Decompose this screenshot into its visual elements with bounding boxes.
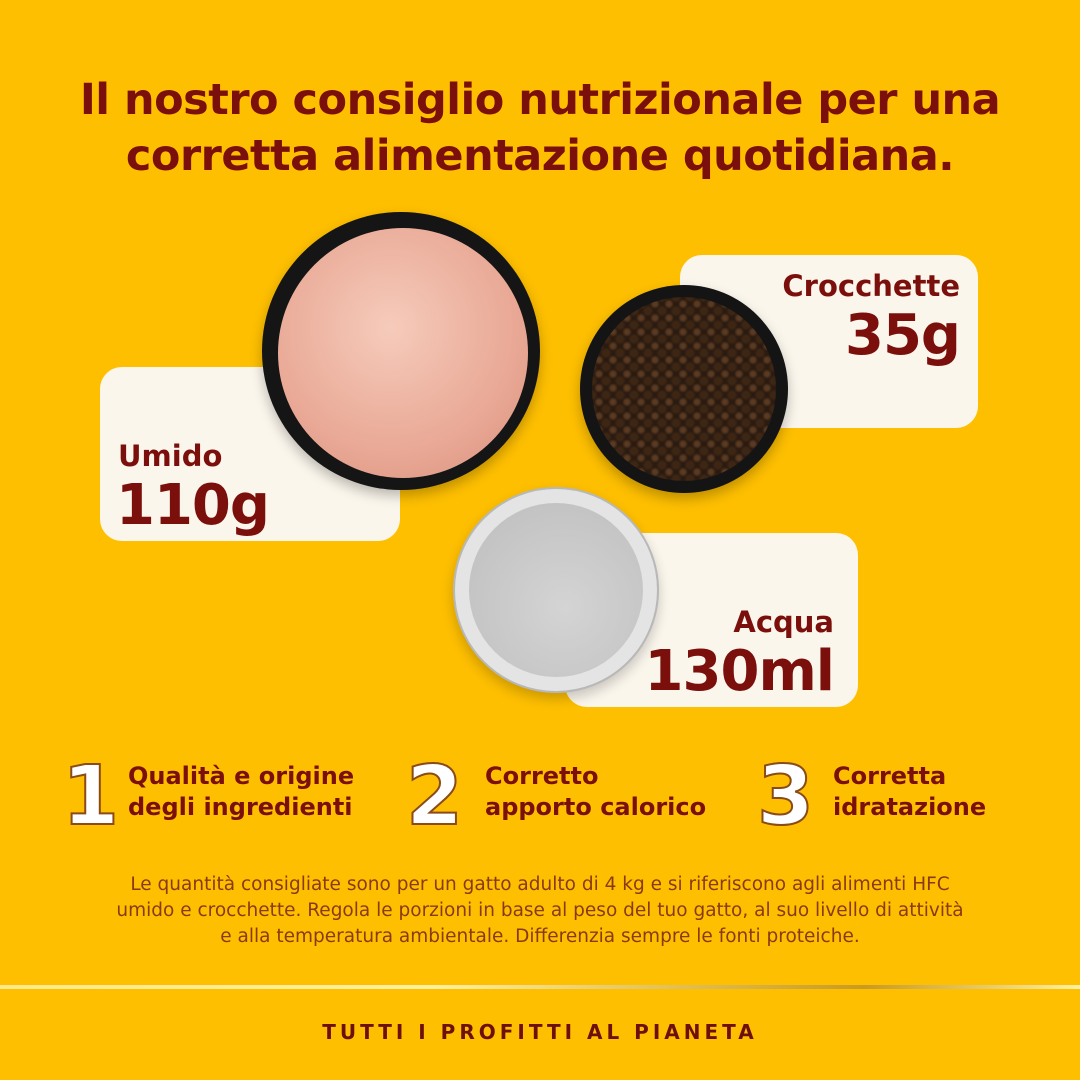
feature-3: Corretta idratazione bbox=[833, 761, 986, 823]
feature-1-line-2: degli ingredienti bbox=[128, 793, 353, 821]
crocchette-value: 35g bbox=[844, 303, 961, 368]
feature-1: Qualità e origine degli ingredienti bbox=[128, 761, 354, 823]
feature-2: Corretto apporto calorico bbox=[485, 761, 706, 823]
water bbox=[469, 503, 643, 677]
feature-3-line-1: Corretta bbox=[833, 762, 947, 790]
note-line-3: e alla temperatura ambientale. Differenz… bbox=[220, 926, 860, 947]
acqua-label: Acqua bbox=[733, 605, 834, 639]
footer-slogan: TUTTI I PROFITTI AL PIANETA bbox=[322, 1020, 758, 1044]
kibble-bowl-image bbox=[580, 285, 788, 493]
feature-1-line-1: Qualità e origine bbox=[128, 762, 355, 790]
umido-label: Umido bbox=[118, 439, 223, 473]
feature-2-line-2: apporto calorico bbox=[485, 793, 707, 821]
feature-number-1: 1 bbox=[61, 749, 120, 844]
feature-number-2: 2 bbox=[405, 749, 464, 844]
water-bowl-image bbox=[453, 487, 659, 693]
kibble bbox=[592, 297, 776, 481]
note-line-2: umido e crocchette. Regola le porzioni i… bbox=[116, 900, 964, 921]
umido-value: 110g bbox=[116, 473, 270, 538]
feature-number-3: 3 bbox=[756, 749, 815, 844]
title-line-1: Il nostro consiglio nutrizionale per una bbox=[79, 75, 1001, 125]
feature-3-line-2: idratazione bbox=[833, 793, 987, 821]
note-line-1: Le quantità consigliate sono per un gatt… bbox=[130, 874, 950, 895]
title-line-2: corretta alimentazione quotidiana. bbox=[125, 131, 955, 181]
feature-2-line-1: Corretto bbox=[485, 762, 599, 790]
wet-food-bowl-image bbox=[262, 212, 540, 490]
page-title: Il nostro consiglio nutrizionale per una… bbox=[0, 72, 1080, 184]
acqua-value: 130ml bbox=[644, 639, 835, 704]
disclaimer-note: Le quantità consigliate sono per un gatt… bbox=[40, 872, 1040, 950]
crocchette-label: Crocchette bbox=[782, 269, 960, 303]
divider bbox=[0, 985, 1080, 989]
wet-food bbox=[278, 228, 528, 478]
